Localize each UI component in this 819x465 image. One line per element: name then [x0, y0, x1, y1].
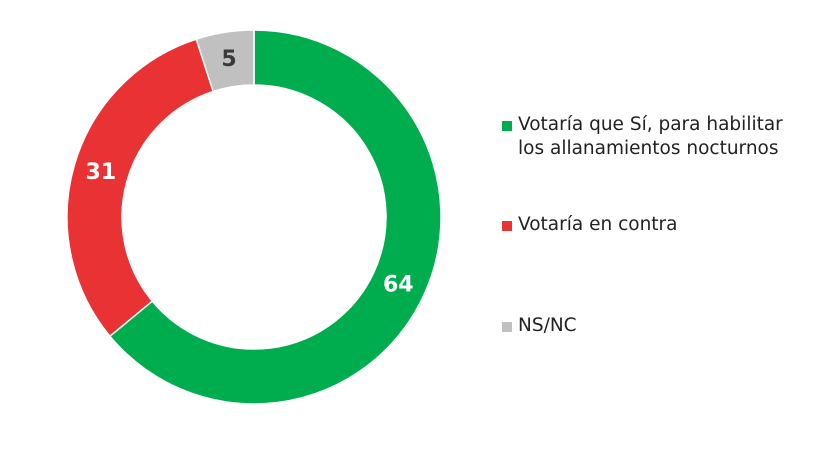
- slice: [195, 29, 255, 93]
- legend-label: NS/NC: [518, 315, 577, 336]
- slice: [66, 38, 215, 338]
- value-label: 5: [221, 47, 236, 72]
- slice: [108, 29, 442, 405]
- legend-swatch: [502, 221, 512, 231]
- legend-label: Votaría que Sí, para habilitar los allan…: [518, 114, 783, 159]
- legend-swatch: [502, 121, 512, 131]
- legend-label: Votaría en contra: [518, 214, 678, 235]
- legend-swatch: [502, 322, 512, 332]
- value-label: 31: [86, 160, 117, 185]
- value-label: 64: [383, 272, 414, 297]
